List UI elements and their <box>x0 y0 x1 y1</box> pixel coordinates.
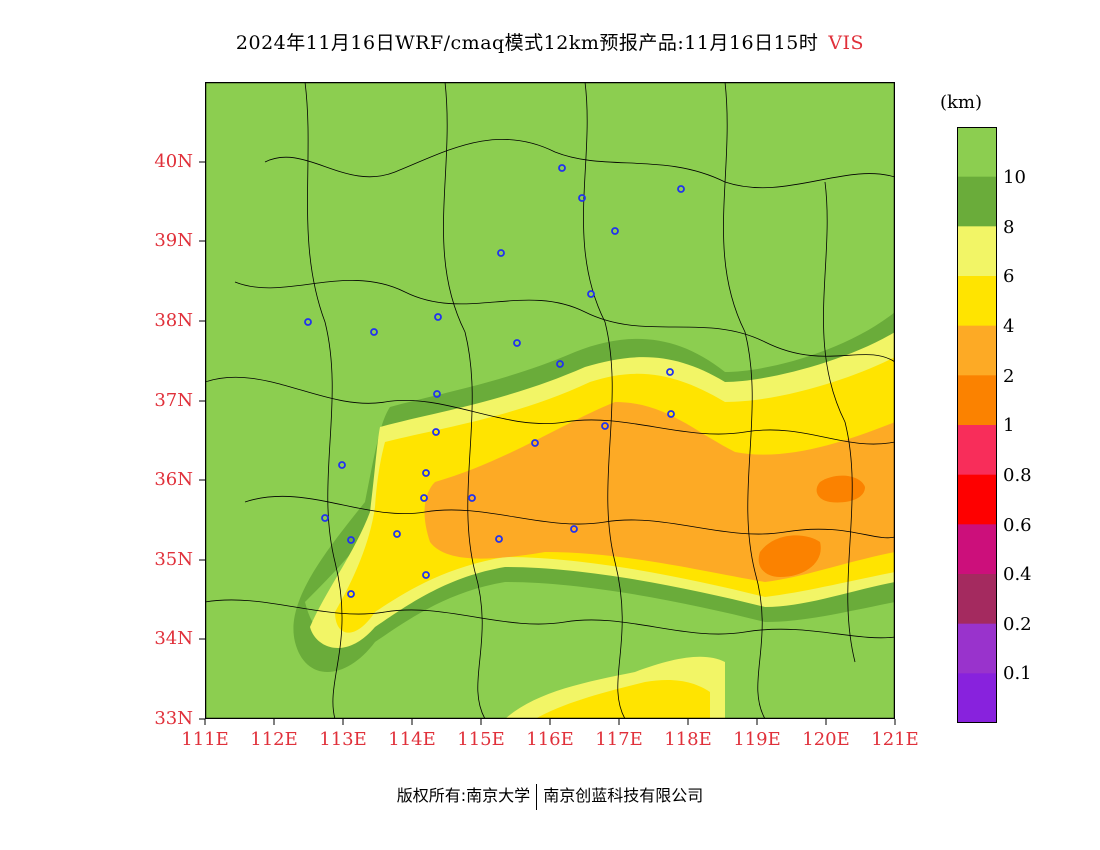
colorbar-segment <box>957 425 997 476</box>
colorbar-label-10: 10 <box>1003 167 1026 188</box>
colorbar-segment <box>957 226 997 277</box>
vis-2-4-zone <box>424 402 895 582</box>
lat-label-38n: 38N <box>154 310 193 331</box>
colorbar-segment <box>957 325 997 376</box>
map-frame <box>205 82 895 719</box>
colorbar-label-0-4: 0.4 <box>1003 564 1032 585</box>
lat-label-36n: 36N <box>154 469 193 490</box>
colorbar-segment <box>957 474 997 525</box>
colorbar-segment <box>957 176 997 227</box>
colorbar-segment <box>957 375 997 426</box>
lon-label-117e: 117E <box>595 729 643 750</box>
lon-label-112e: 112E <box>250 729 298 750</box>
lat-label-39n: 39N <box>154 230 193 251</box>
colorbar-segment <box>957 524 997 575</box>
colorbar <box>957 127 997 723</box>
colorbar-segment <box>957 673 997 723</box>
variable-label: VIS <box>828 32 865 54</box>
lon-label-116e: 116E <box>526 729 574 750</box>
copyright-owner: 版权所有:南京大学 <box>396 786 531 805</box>
colorbar-label-0-1: 0.1 <box>1003 663 1032 684</box>
lon-label-113e: 113E <box>319 729 367 750</box>
lon-label-118e: 118E <box>664 729 712 750</box>
colorbar-label-0-6: 0.6 <box>1003 515 1032 536</box>
lat-label-33n: 33N <box>154 708 193 729</box>
colorbar-label-6: 6 <box>1003 266 1015 287</box>
colorbar-label-2: 2 <box>1003 366 1015 387</box>
lat-label-40n: 40N <box>154 151 193 172</box>
colorbar-label-4: 4 <box>1003 316 1015 337</box>
lon-label-119e: 119E <box>733 729 781 750</box>
colorbar-segment <box>957 574 997 625</box>
footer-separator <box>536 783 538 810</box>
colorbar-label-0-8: 0.8 <box>1003 465 1032 486</box>
lon-label-111e: 111E <box>181 729 229 750</box>
lon-label-114e: 114E <box>388 729 436 750</box>
copyright-company: 南京创蓝科技有限公司 <box>543 786 704 805</box>
title-text: 2024年11月16日WRF/cmaq模式12km预报产品:11月16日15时 <box>235 32 819 54</box>
colorbar-label-1: 1 <box>1003 415 1015 436</box>
vis-1-2-zone <box>758 535 821 577</box>
map-title: 2024年11月16日WRF/cmaq模式12km预报产品:11月16日15时 V… <box>0 28 1100 55</box>
lat-label-34n: 34N <box>154 628 193 649</box>
lon-label-120e: 120E <box>802 729 850 750</box>
city-markers <box>304 164 685 598</box>
lat-label-35n: 35N <box>154 549 193 570</box>
visibility-map <box>205 82 895 719</box>
colorbar-label-8: 8 <box>1003 217 1015 238</box>
colorbar-segment <box>957 276 997 327</box>
lon-label-121e: 121E <box>871 729 919 750</box>
vis-4-6-south <box>535 680 710 719</box>
legend-units: (km) <box>940 92 983 113</box>
colorbar-segment <box>957 623 997 674</box>
colorbar-label-0-2: 0.2 <box>1003 614 1032 635</box>
copyright-footer: 版权所有:南京大学 南京创蓝科技有限公司 <box>0 782 1100 810</box>
lat-label-37n: 37N <box>154 390 193 411</box>
colorbar-segment <box>957 127 997 178</box>
axis-ticks <box>199 161 896 725</box>
lon-label-115e: 115E <box>457 729 505 750</box>
vis-1-2-zone-small <box>816 475 865 503</box>
colorbar-frame <box>957 127 997 723</box>
